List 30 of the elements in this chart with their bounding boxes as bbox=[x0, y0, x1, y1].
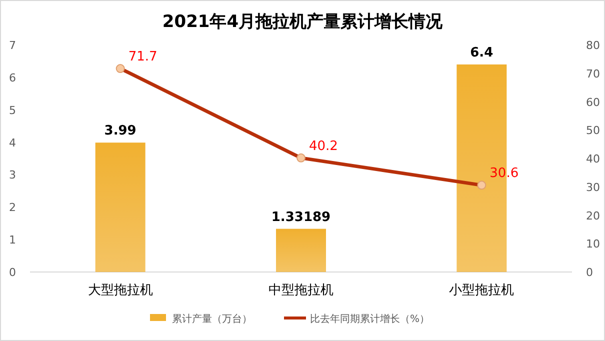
y-tick-label: 5 bbox=[9, 104, 16, 117]
y2-tick-label: 50 bbox=[586, 124, 600, 138]
x-tick-label: 大型拖拉机 bbox=[88, 283, 153, 298]
y-tick-label: 3 bbox=[9, 168, 16, 182]
y-tick-label: 2 bbox=[9, 201, 16, 214]
y-tick-label: 0 bbox=[9, 266, 16, 279]
data-label: 3.99 bbox=[104, 124, 136, 139]
data-label: 40.2 bbox=[309, 138, 338, 154]
y-tick-label: 1 bbox=[9, 234, 16, 247]
y2-tick-label: 40 bbox=[586, 152, 600, 166]
y2-tick-label: 70 bbox=[586, 67, 600, 80]
bar bbox=[95, 142, 146, 272]
chart-title: 2021年4月拖拉机产量累计增长情况 bbox=[162, 12, 444, 32]
y2-tick-label: 0 bbox=[586, 266, 593, 279]
y-tick-label: 6 bbox=[9, 71, 16, 84]
y-tick-label: 7 bbox=[9, 39, 16, 52]
legend-label: 比去年同期累计增长（%） bbox=[310, 313, 430, 325]
y2-tick-label: 80 bbox=[586, 39, 600, 52]
x-tick-label: 小型拖拉机 bbox=[449, 283, 514, 298]
data-label: 1.33189 bbox=[271, 210, 331, 225]
y2-tick-label: 20 bbox=[586, 209, 600, 222]
y2-tick-label: 30 bbox=[586, 180, 600, 194]
y2-tick-label: 60 bbox=[586, 96, 600, 109]
data-label: 71.7 bbox=[128, 50, 158, 65]
data-label: 6.4 bbox=[470, 45, 494, 60]
y2-tick-label: 10 bbox=[586, 238, 600, 251]
y-tick-label: 4 bbox=[9, 136, 16, 150]
x-tick-label: 中型拖拉机 bbox=[268, 283, 334, 298]
legend-label: 累计产量（万台） bbox=[172, 313, 252, 325]
bar bbox=[276, 228, 326, 272]
